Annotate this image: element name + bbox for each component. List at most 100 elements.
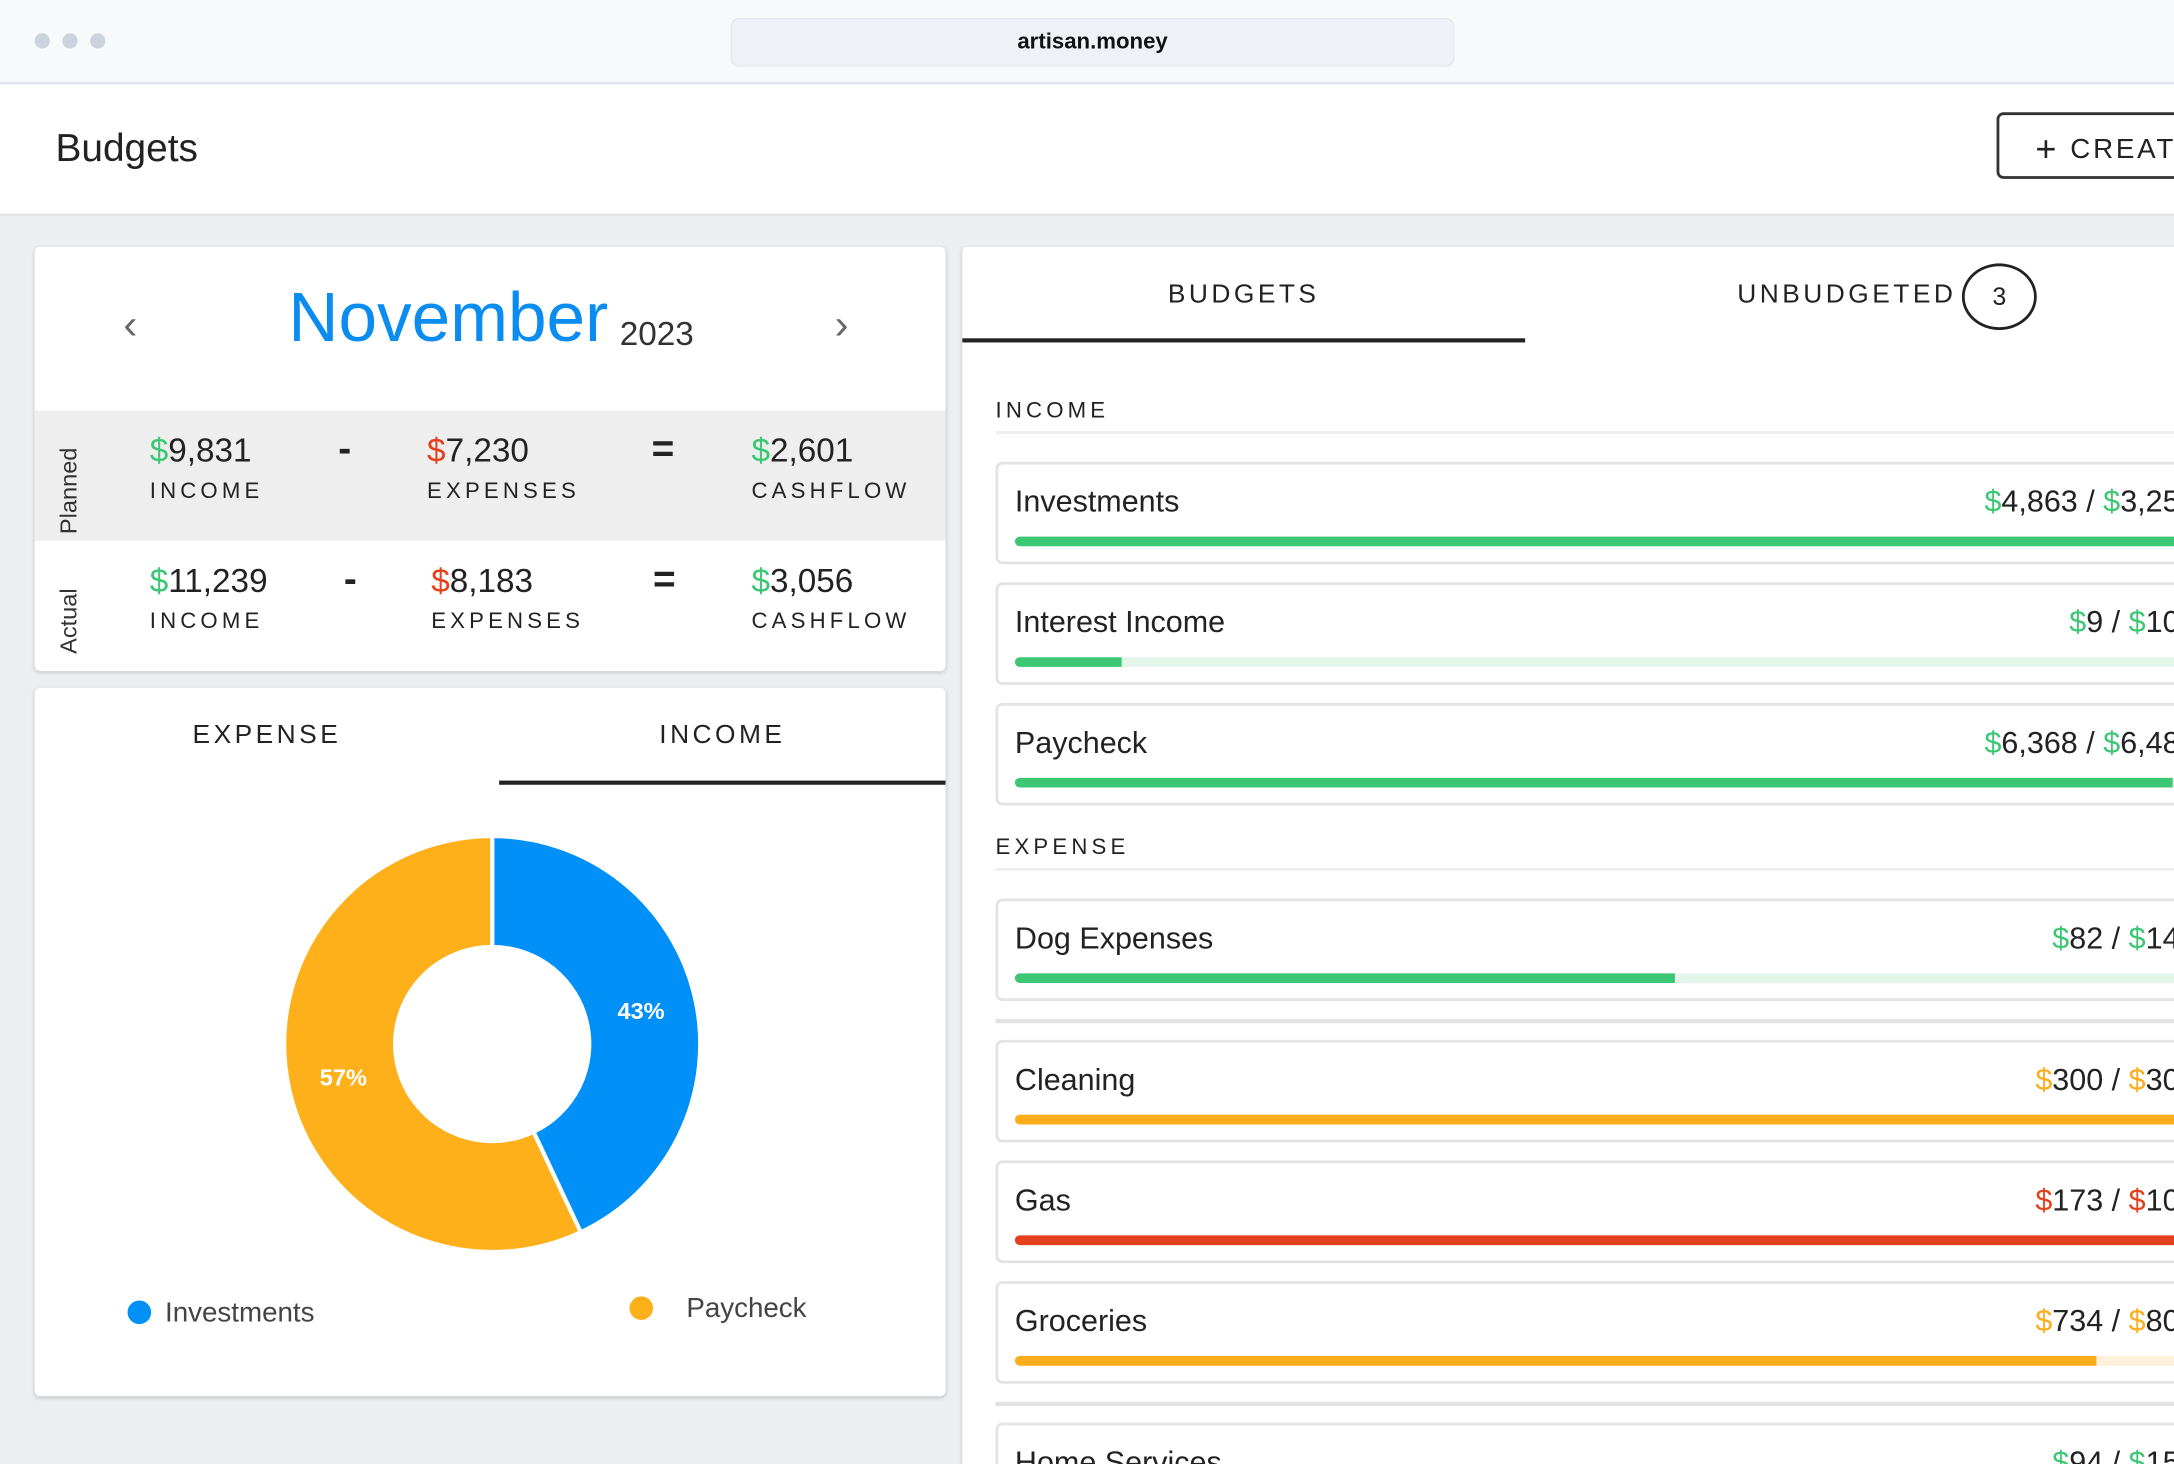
income-label: INCOME (149, 479, 264, 504)
minus-sign: - (338, 427, 352, 471)
expenses-label: EXPENSES (431, 610, 585, 634)
budget-item-name: Paycheck (1014, 725, 1148, 760)
legend-label: Paycheck (686, 1293, 807, 1325)
planned-row: Planned $9,831 INCOME - $7,230 EXPENSES … (34, 410, 946, 541)
legend-item[interactable]: Paycheck (629, 1293, 807, 1326)
page-title: Budgets (55, 126, 198, 170)
budget-item-amount: $6,368 / $6,48 (1984, 725, 2174, 760)
address-bar[interactable]: artisan.money (730, 18, 1455, 67)
planned-cashflow: $2,601 (751, 432, 854, 471)
planned-expenses: $7,230 (427, 432, 529, 471)
budget-item-amount: $82 / $14 (2052, 920, 2174, 956)
actual-cashflow: $3,056 (751, 562, 854, 601)
budget-progress-fill (1014, 1235, 2174, 1246)
legend-label: Investments (164, 1297, 315, 1329)
equals-sign: = (653, 557, 676, 601)
budget-item-amount: $9 / $10 (2069, 604, 2174, 640)
budget-item-name: Home Services (1014, 1444, 1222, 1464)
legend-dot-icon (127, 1300, 152, 1325)
budget-item[interactable]: Dog Expenses $82 / $14 (995, 898, 2174, 1002)
section-expense-label: EXPENSE (995, 836, 1130, 860)
planned-label: Planned (55, 447, 82, 535)
donut-chart: 43% 57% (282, 833, 703, 1255)
expenses-label: EXPENSES (427, 479, 580, 504)
budget-item[interactable]: Paycheck $6,368 / $6,48 (995, 702, 2174, 806)
budget-progress-fill (1014, 777, 2173, 788)
window-dot-icon[interactable] (34, 33, 50, 49)
budget-progress-bar (1014, 1114, 2174, 1125)
minus-sign: - (343, 557, 357, 601)
budget-item[interactable]: Gas $173 / $10 (995, 1160, 2174, 1264)
section-divider (995, 431, 2174, 434)
budget-progress-bar (1014, 536, 2174, 547)
year: 2023 (619, 316, 694, 354)
unbudgeted-count-badge: 3 (1961, 263, 2037, 330)
equals-sign: = (651, 427, 675, 471)
tab-budgets[interactable]: BUDGETS (1167, 280, 1320, 310)
budget-item-name: Groceries (1014, 1303, 1148, 1338)
group-divider (995, 1401, 2174, 1406)
actual-expenses: $8,183 (431, 562, 534, 601)
budget-item[interactable]: Cleaning $300 / $30 (995, 1039, 2174, 1143)
donut-slice-paycheck[interactable] (282, 833, 584, 1255)
donut-slice-label: 43% (617, 998, 664, 1024)
browser-chrome: artisan.money (0, 0, 2174, 85)
chevron-left-icon[interactable]: ‹ (123, 302, 138, 349)
budget-item[interactable]: Investments $4,863 / $3,25 (995, 461, 2174, 565)
budget-item-amount: $734 / $80 (2035, 1303, 2174, 1338)
group-divider (995, 1019, 2174, 1024)
section-divider (995, 867, 2174, 871)
planned-income: $9,831 (149, 432, 252, 471)
budget-progress-fill (1014, 536, 2174, 547)
budget-item[interactable]: Home Services $94 / $15 (995, 1422, 2174, 1464)
budget-item[interactable]: Interest Income $9 / $10 (995, 582, 2174, 685)
income-label: INCOME (149, 610, 264, 634)
budget-item-name: Interest Income (1014, 604, 1226, 640)
month-name: November (288, 278, 609, 357)
create-button[interactable]: + CREAT (1996, 112, 2174, 179)
legend-item[interactable]: Investments (127, 1297, 315, 1330)
actual-income: $11,239 (149, 562, 268, 601)
budget-item-name: Dog Expenses (1014, 920, 1214, 956)
month-summary-card: ‹ › November 2023 Planned $9,831 INCOME … (34, 246, 946, 672)
budget-item-name: Investments (1014, 483, 1180, 519)
donut-slice-label: 57% (320, 1065, 367, 1091)
active-tab-indicator (962, 338, 1526, 343)
chevron-right-icon[interactable]: › (834, 302, 849, 349)
actual-row: Actual $11,239 INCOME - $8,183 EXPENSES … (35, 541, 946, 671)
budget-item-name: Gas (1014, 1182, 1071, 1218)
chart-card: EXPENSE INCOME 43% 57% Investments Paychec… (34, 687, 946, 1397)
tab-income[interactable]: INCOME (659, 720, 786, 751)
budget-progress-bar (1014, 657, 2174, 667)
active-tab-indicator (499, 780, 946, 785)
actual-label: Actual (55, 588, 82, 654)
window-dot-icon[interactable] (90, 33, 106, 49)
budgets-card: BUDGETS UNBUDGETED 3 INCOME Investments … (962, 246, 2174, 1464)
tab-unbudgeted[interactable]: UNBUDGETED (1737, 280, 1957, 310)
budget-item-name: Cleaning (1014, 1062, 1136, 1097)
plus-icon: + (2035, 127, 2060, 170)
budget-item-amount: $4,863 / $3,25 (1984, 483, 2174, 519)
create-label: CREAT (2070, 134, 2174, 165)
budget-progress-bar (1014, 1235, 2174, 1246)
budget-progress-bar (1014, 973, 2174, 984)
budget-item[interactable]: Groceries $734 / $80 (995, 1281, 2174, 1384)
budget-item-amount: $300 / $30 (2035, 1062, 2174, 1097)
budget-item-amount: $94 / $15 (2052, 1444, 2174, 1464)
section-income-label: INCOME (995, 399, 1110, 423)
page-header: Budgets + CREAT (0, 84, 2174, 217)
budget-progress-fill (1014, 1114, 2174, 1125)
budget-progress-fill (1014, 973, 1675, 984)
window-dot-icon[interactable] (62, 33, 78, 49)
budget-progress-bar (1014, 1355, 2174, 1366)
budget-item-amount: $173 / $10 (2035, 1182, 2174, 1218)
legend-dot-icon (629, 1296, 654, 1320)
cashflow-label: CASHFLOW (751, 610, 911, 634)
budget-progress-bar (1014, 777, 2174, 788)
budget-progress-fill (1014, 1355, 2097, 1366)
donut-slice-investments[interactable] (490, 833, 703, 1235)
tab-expense[interactable]: EXPENSE (192, 720, 342, 751)
cashflow-label: CASHFLOW (751, 479, 911, 504)
budget-progress-fill (1014, 657, 1122, 667)
